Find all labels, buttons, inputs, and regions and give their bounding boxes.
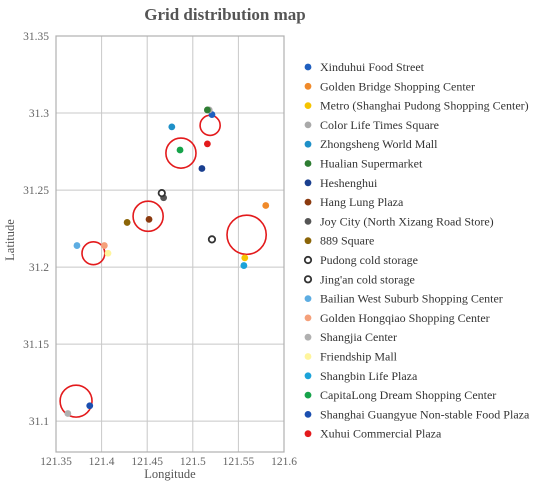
x-axis-ticks: 121.35 121.4 121.45 121.5 121.55 121.6	[40, 456, 297, 468]
data-point	[104, 249, 112, 257]
legend-label: Golden Bridge Shopping Center	[320, 79, 475, 93]
legend-marker	[304, 121, 312, 129]
y-tick-label: 31.15	[23, 339, 49, 351]
legend-label: Golden Hongqiao Shopping Center	[320, 311, 490, 325]
legend-label: Friendship Mall	[320, 350, 398, 364]
chart-title: Grid distribution map	[144, 5, 306, 24]
data-point	[203, 140, 211, 148]
data-point	[241, 254, 249, 262]
legend-marker	[304, 372, 312, 380]
legend-label: Metro (Shanghai Pudong Shopping Center)	[320, 99, 529, 113]
data-point	[262, 202, 270, 209]
legend-marker	[304, 218, 312, 225]
legend-label: CapitaLong Dream Shopping Center	[320, 388, 496, 402]
legend-label: Shangbin Life Plaza	[320, 369, 418, 383]
data-point	[168, 123, 176, 131]
legend-marker	[304, 160, 312, 167]
data-point	[240, 262, 248, 269]
legend-marker	[303, 255, 313, 265]
grid-circle	[59, 384, 93, 418]
x-axis-label: Longitude	[144, 467, 196, 481]
legend-label: Jing'an cold storage	[320, 272, 415, 286]
grid-circle	[165, 137, 197, 169]
legend-label: Joy City (North Xizang Road Store)	[320, 214, 494, 228]
legend-marker	[304, 82, 312, 90]
legend-marker	[303, 275, 313, 284]
legend-marker	[304, 411, 312, 418]
legend-marker	[304, 353, 312, 360]
legend-label: Shangjia Center	[320, 330, 397, 344]
x-tick-label: 121.35	[40, 456, 72, 468]
data-point	[64, 410, 72, 417]
legend-marker	[304, 179, 312, 187]
legend-marker	[304, 295, 312, 302]
data-point	[123, 219, 131, 226]
legend-label: Xuhui Commercial Plaza	[320, 427, 442, 441]
legend-label: Hualian Supermarket	[320, 157, 423, 171]
legend-marker	[304, 198, 312, 206]
data-point	[86, 402, 94, 410]
legend-label: 889 Square	[320, 234, 374, 248]
grid-circle	[132, 200, 164, 233]
y-axis-ticks: 31.1 31.15 31.2 31.25 31.3 31.35	[23, 31, 49, 428]
legend-label: Shanghai Guangyue Non-stable Food Plaza	[320, 407, 530, 421]
legend-label: Hang Lung Plaza	[320, 195, 404, 209]
data-point	[73, 242, 81, 249]
grid-circles	[59, 114, 268, 418]
legend-marker	[304, 237, 312, 245]
x-tick-label: 121.5	[180, 456, 206, 468]
data-points	[64, 106, 270, 417]
legend-marker	[304, 102, 312, 109]
plot-frame	[55, 35, 285, 453]
x-tick-label: 121.4	[89, 456, 115, 468]
data-point	[203, 106, 211, 114]
data-point	[176, 146, 184, 154]
grid-circle	[226, 214, 268, 256]
y-tick-label: 31.3	[29, 108, 49, 120]
legend-label: Bailian West Suburb Shopping Center	[320, 292, 503, 306]
legend-label: Color Life Times Square	[320, 118, 439, 132]
legend-label: Heshenghui	[320, 176, 378, 190]
y-axis-label: Latitude	[3, 219, 17, 261]
y-tick-label: 31.25	[23, 185, 49, 197]
legend-marker	[304, 333, 312, 341]
data-point	[100, 242, 108, 249]
legend-marker	[304, 391, 312, 399]
data-point	[157, 189, 166, 198]
data-point	[145, 215, 153, 223]
legend: Xinduhui Food Street Golden Bridge Shoppi…	[303, 60, 530, 441]
x-tick-label: 121.45	[131, 456, 163, 468]
data-point	[198, 165, 206, 172]
data-point	[207, 235, 217, 244]
legend-marker	[304, 63, 312, 71]
grid-circle	[199, 114, 221, 137]
legend-label: Zhongsheng World Mall	[320, 137, 438, 151]
grid-lines	[55, 35, 285, 452]
legend-label: Xinduhui Food Street	[320, 60, 425, 74]
legend-marker	[304, 430, 312, 438]
y-tick-label: 31.2	[29, 262, 49, 274]
y-tick-label: 31.35	[23, 31, 49, 43]
x-tick-label: 121.55	[223, 456, 255, 468]
x-tick-label: 121.6	[271, 456, 297, 468]
y-tick-label: 31.1	[29, 416, 49, 428]
legend-marker	[304, 140, 312, 148]
legend-marker	[304, 314, 312, 322]
legend-label: Pudong cold storage	[320, 253, 418, 267]
